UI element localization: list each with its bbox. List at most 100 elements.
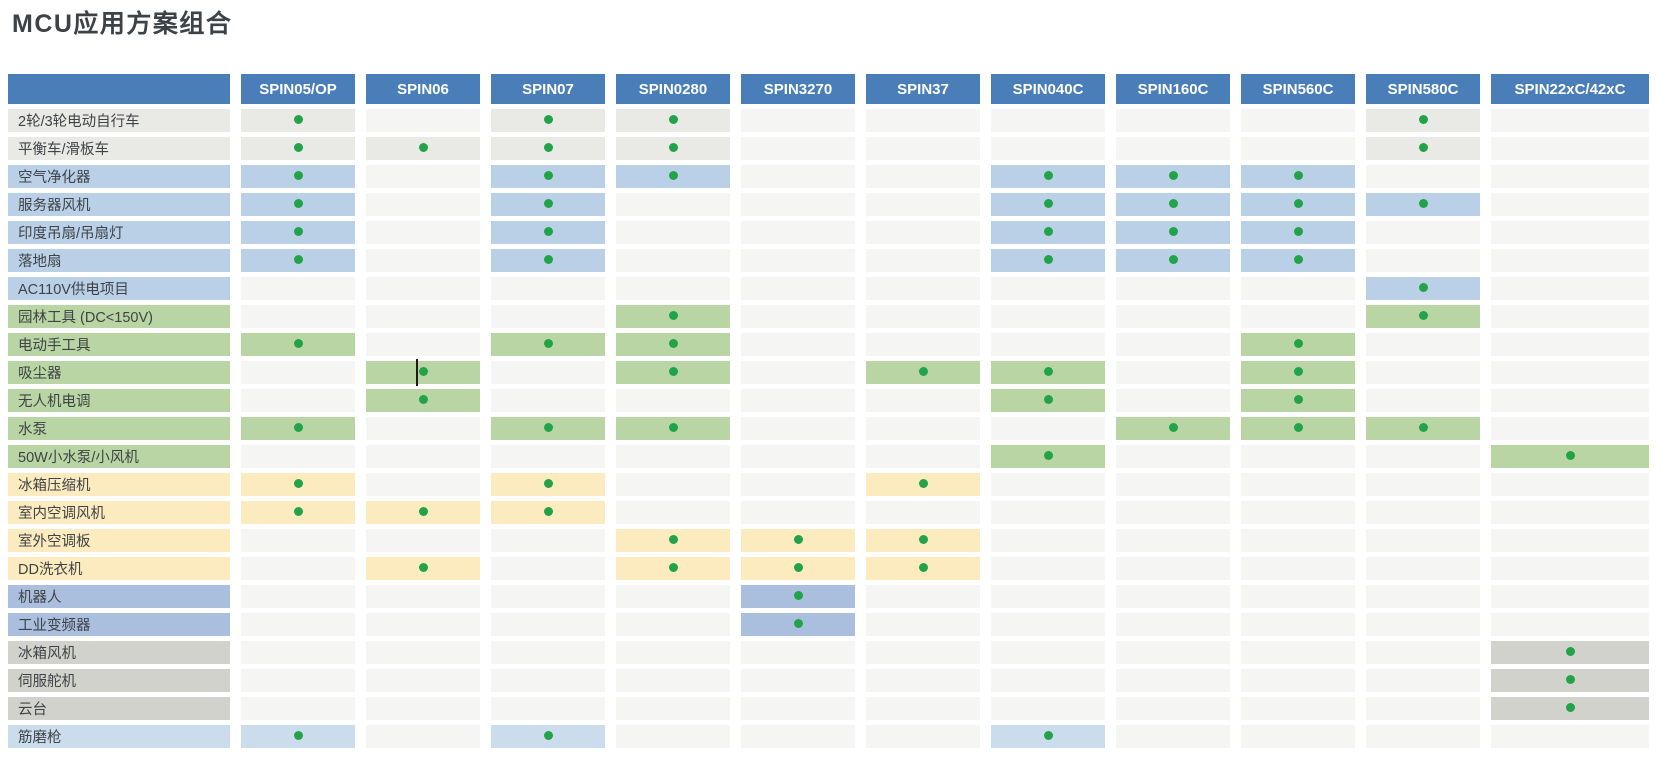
matrix-cell[interactable] xyxy=(741,361,855,384)
matrix-cell[interactable] xyxy=(1241,501,1355,524)
matrix-cell[interactable] xyxy=(616,557,730,580)
matrix-cell[interactable] xyxy=(366,305,480,328)
matrix-cell[interactable] xyxy=(491,697,605,720)
matrix-cell[interactable] xyxy=(366,165,480,188)
matrix-cell[interactable] xyxy=(866,445,980,468)
matrix-cell[interactable] xyxy=(616,333,730,356)
column-header-spin3270[interactable]: SPIN3270 xyxy=(741,74,855,104)
matrix-cell[interactable] xyxy=(991,501,1105,524)
matrix-cell[interactable] xyxy=(866,417,980,440)
matrix-cell[interactable] xyxy=(991,641,1105,664)
row-label-冰箱压缩机[interactable]: 冰箱压缩机 xyxy=(8,473,230,496)
matrix-cell[interactable] xyxy=(991,137,1105,160)
matrix-cell[interactable] xyxy=(241,193,355,216)
matrix-cell[interactable] xyxy=(366,641,480,664)
matrix-cell[interactable] xyxy=(366,501,480,524)
matrix-cell[interactable] xyxy=(1116,333,1230,356)
matrix-cell[interactable] xyxy=(1491,221,1649,244)
matrix-cell[interactable] xyxy=(1366,585,1480,608)
matrix-cell[interactable] xyxy=(1491,305,1649,328)
matrix-cell[interactable] xyxy=(1366,249,1480,272)
row-label-电动手工具[interactable]: 电动手工具 xyxy=(8,333,230,356)
matrix-cell[interactable] xyxy=(741,137,855,160)
matrix-cell[interactable] xyxy=(491,137,605,160)
matrix-cell[interactable] xyxy=(866,501,980,524)
matrix-cell[interactable] xyxy=(366,585,480,608)
matrix-cell[interactable] xyxy=(866,193,980,216)
matrix-cell[interactable] xyxy=(741,669,855,692)
matrix-cell[interactable] xyxy=(1366,361,1480,384)
matrix-cell[interactable] xyxy=(866,165,980,188)
row-label-吸尘器[interactable]: 吸尘器 xyxy=(8,361,230,384)
column-header-spin07[interactable]: SPIN07 xyxy=(491,74,605,104)
matrix-cell[interactable] xyxy=(241,389,355,412)
matrix-cell[interactable] xyxy=(1241,277,1355,300)
matrix-cell[interactable] xyxy=(241,333,355,356)
matrix-cell[interactable] xyxy=(741,305,855,328)
matrix-cell[interactable] xyxy=(1116,221,1230,244)
matrix-cell[interactable] xyxy=(1241,417,1355,440)
matrix-cell[interactable] xyxy=(366,445,480,468)
matrix-cell[interactable] xyxy=(616,725,730,748)
matrix-cell[interactable] xyxy=(366,557,480,580)
matrix-cell[interactable] xyxy=(866,669,980,692)
matrix-cell[interactable] xyxy=(1366,557,1480,580)
matrix-cell[interactable] xyxy=(866,389,980,412)
matrix-cell[interactable] xyxy=(1116,417,1230,440)
matrix-cell[interactable] xyxy=(241,613,355,636)
matrix-cell[interactable] xyxy=(1116,725,1230,748)
column-header-spin05-op[interactable]: SPIN05/OP xyxy=(241,74,355,104)
matrix-cell[interactable] xyxy=(491,501,605,524)
row-label-水泵[interactable]: 水泵 xyxy=(8,417,230,440)
matrix-cell[interactable] xyxy=(991,165,1105,188)
matrix-cell[interactable] xyxy=(1241,557,1355,580)
matrix-cell[interactable] xyxy=(1241,669,1355,692)
matrix-cell[interactable] xyxy=(991,305,1105,328)
matrix-cell[interactable] xyxy=(491,669,605,692)
matrix-cell[interactable] xyxy=(616,221,730,244)
matrix-cell[interactable] xyxy=(616,193,730,216)
matrix-cell[interactable] xyxy=(866,361,980,384)
matrix-cell[interactable] xyxy=(741,333,855,356)
matrix-cell[interactable] xyxy=(1241,585,1355,608)
matrix-cell[interactable] xyxy=(1491,389,1649,412)
matrix-cell[interactable] xyxy=(1241,725,1355,748)
matrix-cell[interactable] xyxy=(491,333,605,356)
matrix-cell[interactable] xyxy=(866,333,980,356)
matrix-cell[interactable] xyxy=(1241,333,1355,356)
matrix-cell[interactable] xyxy=(241,641,355,664)
matrix-cell[interactable] xyxy=(491,221,605,244)
matrix-cell[interactable] xyxy=(991,333,1105,356)
matrix-cell[interactable] xyxy=(616,109,730,132)
matrix-cell[interactable] xyxy=(616,389,730,412)
matrix-cell[interactable] xyxy=(366,697,480,720)
matrix-cell[interactable] xyxy=(241,305,355,328)
matrix-cell[interactable] xyxy=(241,501,355,524)
matrix-cell[interactable] xyxy=(741,613,855,636)
matrix-cell[interactable] xyxy=(616,501,730,524)
matrix-cell[interactable] xyxy=(1241,249,1355,272)
column-header-spin040c[interactable]: SPIN040C xyxy=(991,74,1105,104)
matrix-cell[interactable] xyxy=(366,221,480,244)
matrix-cell[interactable] xyxy=(1366,305,1480,328)
matrix-cell[interactable] xyxy=(1116,277,1230,300)
matrix-cell[interactable] xyxy=(491,725,605,748)
matrix-cell[interactable] xyxy=(1366,613,1480,636)
matrix-cell[interactable] xyxy=(491,445,605,468)
column-header-spin0280[interactable]: SPIN0280 xyxy=(616,74,730,104)
matrix-cell[interactable] xyxy=(241,697,355,720)
matrix-cell[interactable] xyxy=(491,557,605,580)
matrix-cell[interactable] xyxy=(1116,137,1230,160)
matrix-cell[interactable] xyxy=(1491,529,1649,552)
row-label-平衡车-滑板车[interactable]: 平衡车/滑板车 xyxy=(8,137,230,160)
matrix-cell[interactable] xyxy=(741,417,855,440)
matrix-cell[interactable] xyxy=(1491,585,1649,608)
matrix-cell[interactable] xyxy=(866,613,980,636)
matrix-cell[interactable] xyxy=(366,277,480,300)
matrix-cell[interactable] xyxy=(991,557,1105,580)
row-label-2轮-3轮电动自行车[interactable]: 2轮/3轮电动自行车 xyxy=(8,109,230,132)
matrix-cell[interactable] xyxy=(741,221,855,244)
matrix-cell[interactable] xyxy=(241,165,355,188)
matrix-cell[interactable] xyxy=(991,193,1105,216)
column-header-spin22xc-42xc[interactable]: SPIN22xC/42xC xyxy=(1491,74,1649,104)
